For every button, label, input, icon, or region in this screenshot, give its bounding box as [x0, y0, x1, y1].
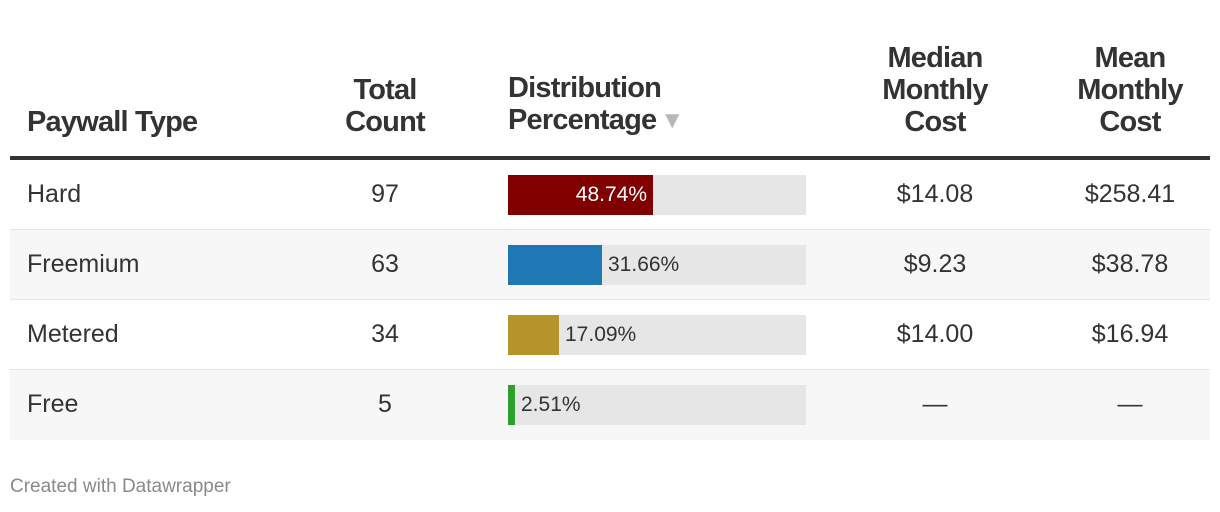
cell-median-monthly-cost: $14.00	[896, 320, 974, 348]
cell-paywall-type: Freemium	[27, 250, 140, 278]
bar-fill	[508, 315, 559, 355]
header-mean-monthly-cost[interactable]: Mean Monthly Cost	[1030, 42, 1220, 138]
cell-median-monthly-cost: $9.23	[903, 250, 967, 278]
table-row: Free 5 2.51% — —	[10, 370, 1210, 440]
bar-track: 48.74%	[508, 175, 806, 215]
bar-value-label: 17.09%	[565, 323, 637, 346]
header-total-count-label: Total Count	[345, 74, 426, 138]
table-body: Hard 97 48.74% $14.08 $258.41 Freemium 63 31.66…	[10, 160, 1210, 440]
header-mean-label: Mean Monthly Cost	[1077, 42, 1183, 138]
header-distribution-percentage[interactable]: Distribution Percentage ▼	[508, 72, 684, 138]
cell-median-monthly-cost: $14.08	[896, 180, 974, 208]
bar-value-label: 2.51%	[521, 393, 581, 416]
cell-total-count: 5	[378, 390, 392, 418]
table-header: Paywall Type Total Count Distribution Perc…	[10, 0, 1210, 160]
header-paywall-type-label: Paywall Type	[27, 106, 198, 138]
cell-mean-monthly-cost: $258.41	[1084, 180, 1176, 208]
header-paywall-type[interactable]: Paywall Type	[27, 106, 198, 138]
footer-credit: Created with Datawrapper	[10, 476, 231, 497]
cell-total-count: 97	[371, 180, 399, 208]
cell-mean-monthly-cost: $38.78	[1091, 250, 1169, 278]
bar-value-label: 48.74%	[575, 183, 647, 206]
sort-descending-icon[interactable]: ▼	[660, 107, 684, 134]
table-row: Hard 97 48.74% $14.08 $258.41	[10, 160, 1210, 230]
header-total-count[interactable]: Total Count	[310, 74, 460, 138]
cell-mean-monthly-cost: —	[1117, 390, 1143, 418]
header-distribution-label: Distribution Percentage	[508, 72, 662, 136]
bar-fill	[508, 175, 653, 215]
bar-track: 2.51%	[508, 385, 806, 425]
cell-paywall-type: Hard	[27, 180, 82, 208]
cell-paywall-type: Metered	[27, 320, 119, 348]
header-median-monthly-cost[interactable]: Median Monthly Cost	[835, 42, 1035, 138]
bar-fill	[508, 385, 515, 425]
cell-total-count: 34	[371, 320, 399, 348]
bar-track: 31.66%	[508, 245, 806, 285]
cell-paywall-type: Free	[27, 390, 79, 418]
cell-total-count: 63	[371, 250, 399, 278]
cell-mean-monthly-cost: $16.94	[1091, 320, 1169, 348]
table-row: Metered 34 17.09% $14.00 $16.94	[10, 300, 1210, 370]
data-table: Paywall Type Total Count Distribution Perc…	[10, 0, 1210, 440]
header-median-label: Median Monthly Cost	[882, 42, 988, 138]
bar-track: 17.09%	[508, 315, 806, 355]
cell-median-monthly-cost: —	[922, 390, 948, 418]
bar-value-label: 31.66%	[608, 253, 680, 276]
bar-fill	[508, 245, 602, 285]
table-row: Freemium 63 31.66% $9.23 $38.78	[10, 230, 1210, 300]
